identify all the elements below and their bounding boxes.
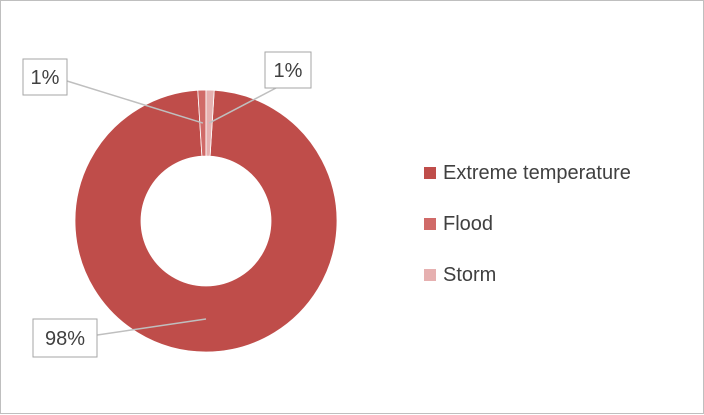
legend-swatch-flood — [424, 218, 436, 230]
legend-label-storm: Storm — [443, 263, 497, 286]
data-label-box-storm — [264, 51, 312, 89]
data-label-extreme-temperature: 98% — [45, 328, 85, 350]
data-label-flood: 1% — [31, 67, 60, 89]
leader-line-storm — [208, 87, 277, 124]
data-label-box-extreme-temperature — [32, 318, 98, 358]
legend-label-flood: Flood — [443, 212, 494, 235]
legend-swatch-extreme-temperature — [424, 167, 436, 179]
slice-extreme-temperature[interactable] — [74, 89, 338, 353]
legend-item-extreme-temperature[interactable]: Extreme temperature — [424, 159, 631, 187]
data-label-storm: 1% — [274, 60, 303, 82]
legend-swatch-storm — [424, 269, 436, 281]
data-label-box-flood — [22, 58, 68, 96]
legend-label-extreme-temperature: Extreme temperature — [443, 161, 631, 184]
legend-item-flood[interactable]: Flood — [424, 210, 631, 238]
leader-line-flood — [66, 80, 204, 124]
chart-legend: Extreme temperature Flood Storm — [424, 159, 631, 312]
legend-item-storm[interactable]: Storm — [424, 261, 631, 289]
